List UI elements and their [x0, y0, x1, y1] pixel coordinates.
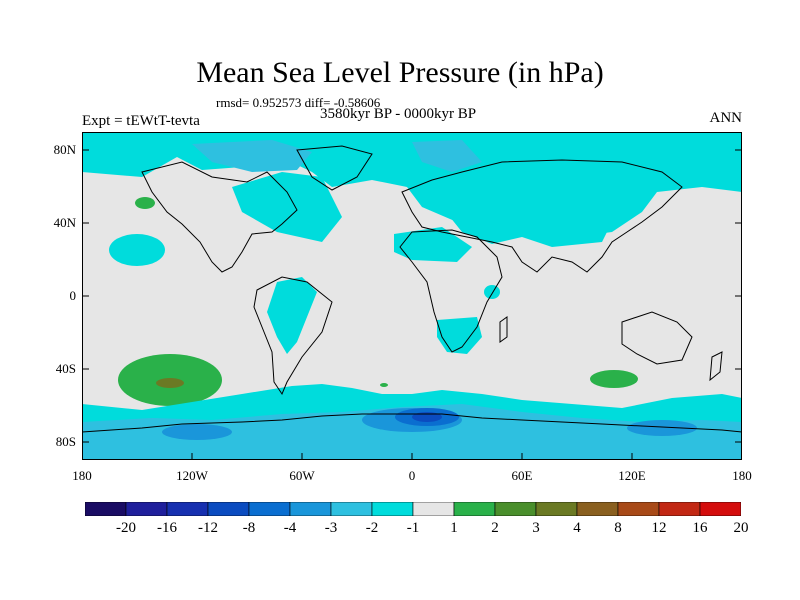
antarctic-midblue-east [627, 420, 697, 436]
coastlines [82, 145, 742, 433]
colorbar-label: 12 [651, 520, 667, 536]
lon-label-180e: 180 [732, 468, 752, 483]
colorbar-swatch [248, 502, 291, 516]
colorbar-label: -12 [198, 520, 218, 536]
colorbar-swatch [289, 502, 332, 516]
antarctic-midblue-west [162, 424, 232, 440]
colorbar-label: -4 [283, 520, 297, 536]
colorbar-label: -20 [116, 520, 136, 536]
colorbar-swatch [699, 502, 741, 516]
colorbar-label: 8 [614, 520, 622, 536]
lon-label-60e: 60E [511, 468, 533, 483]
north-pacific-positive [135, 197, 155, 209]
lon-label-60w: 60W [289, 468, 315, 483]
colorbar-label: -3 [324, 520, 338, 536]
period-text: 3580kyr BP - 0000kyr BP [320, 106, 477, 122]
arctic-lightblue-patch [192, 140, 312, 172]
colorbar-label: 4 [573, 520, 581, 536]
lat-label-80s: 80S [55, 434, 76, 449]
colorbar-label: -1 [406, 520, 420, 536]
lat-label-0: 0 [69, 288, 77, 303]
colorbar-label: -16 [157, 520, 177, 536]
experiment-label: Expt = tEWtT-tevta [82, 113, 200, 129]
south-indian-positive [590, 370, 638, 388]
southern-africa-negative [437, 317, 482, 354]
season-label: ANN [709, 110, 743, 126]
colorbar-swatch [207, 502, 250, 516]
lat-label-40n: 40N [53, 215, 76, 230]
lon-label-120e: 120E [618, 468, 646, 483]
pressure-anomaly-map [82, 132, 742, 460]
colorbar-label: 1 [450, 520, 458, 536]
colorbar-swatch [330, 502, 373, 516]
north-atlantic-negative [232, 172, 342, 242]
stats-text: rmsd= 0.952573 diff= -0.58606 [216, 95, 381, 110]
colorbar-swatch [617, 502, 660, 516]
colorbar-label: 20 [733, 520, 749, 536]
axis-ticks [82, 149, 742, 460]
lat-label-40s: 40S [55, 361, 76, 376]
lat-label-80n: 80N [53, 142, 76, 157]
colorbar-swatch [166, 502, 209, 516]
lon-label-0: 0 [408, 468, 416, 483]
colorbar-swatch [535, 502, 578, 516]
colorbar-label: -2 [365, 520, 379, 536]
colorbar-swatch [494, 502, 537, 516]
barents-lightblue-patch [412, 140, 482, 172]
colorbar-swatch [371, 502, 414, 516]
eurasia-negative [442, 167, 622, 247]
south-america-negative [267, 277, 317, 354]
lon-label-180w: 180 [72, 468, 92, 483]
colorbar-label: 16 [692, 520, 708, 536]
colorbar-swatch [412, 502, 455, 516]
south-pacific-positive-core [156, 378, 184, 388]
colorbar-label: 3 [532, 520, 540, 536]
colorbar-swatch [453, 502, 496, 516]
east-africa-negative [484, 285, 500, 299]
colorbar-swatch [658, 502, 701, 516]
map-title: Mean Sea Level Pressure (in hPa) [196, 56, 604, 89]
pacific-negative-blob [109, 234, 165, 266]
lon-label-120w: 120W [176, 468, 208, 483]
colorbar [85, 502, 741, 516]
north-africa-negative [394, 227, 472, 262]
colorbar-swatch [85, 502, 127, 516]
colorbar-label: 2 [491, 520, 499, 536]
colorbar-label: -8 [242, 520, 256, 536]
south-atlantic-positive-dot [380, 383, 388, 387]
colorbar-swatch [576, 502, 619, 516]
colorbar-swatch [125, 502, 168, 516]
